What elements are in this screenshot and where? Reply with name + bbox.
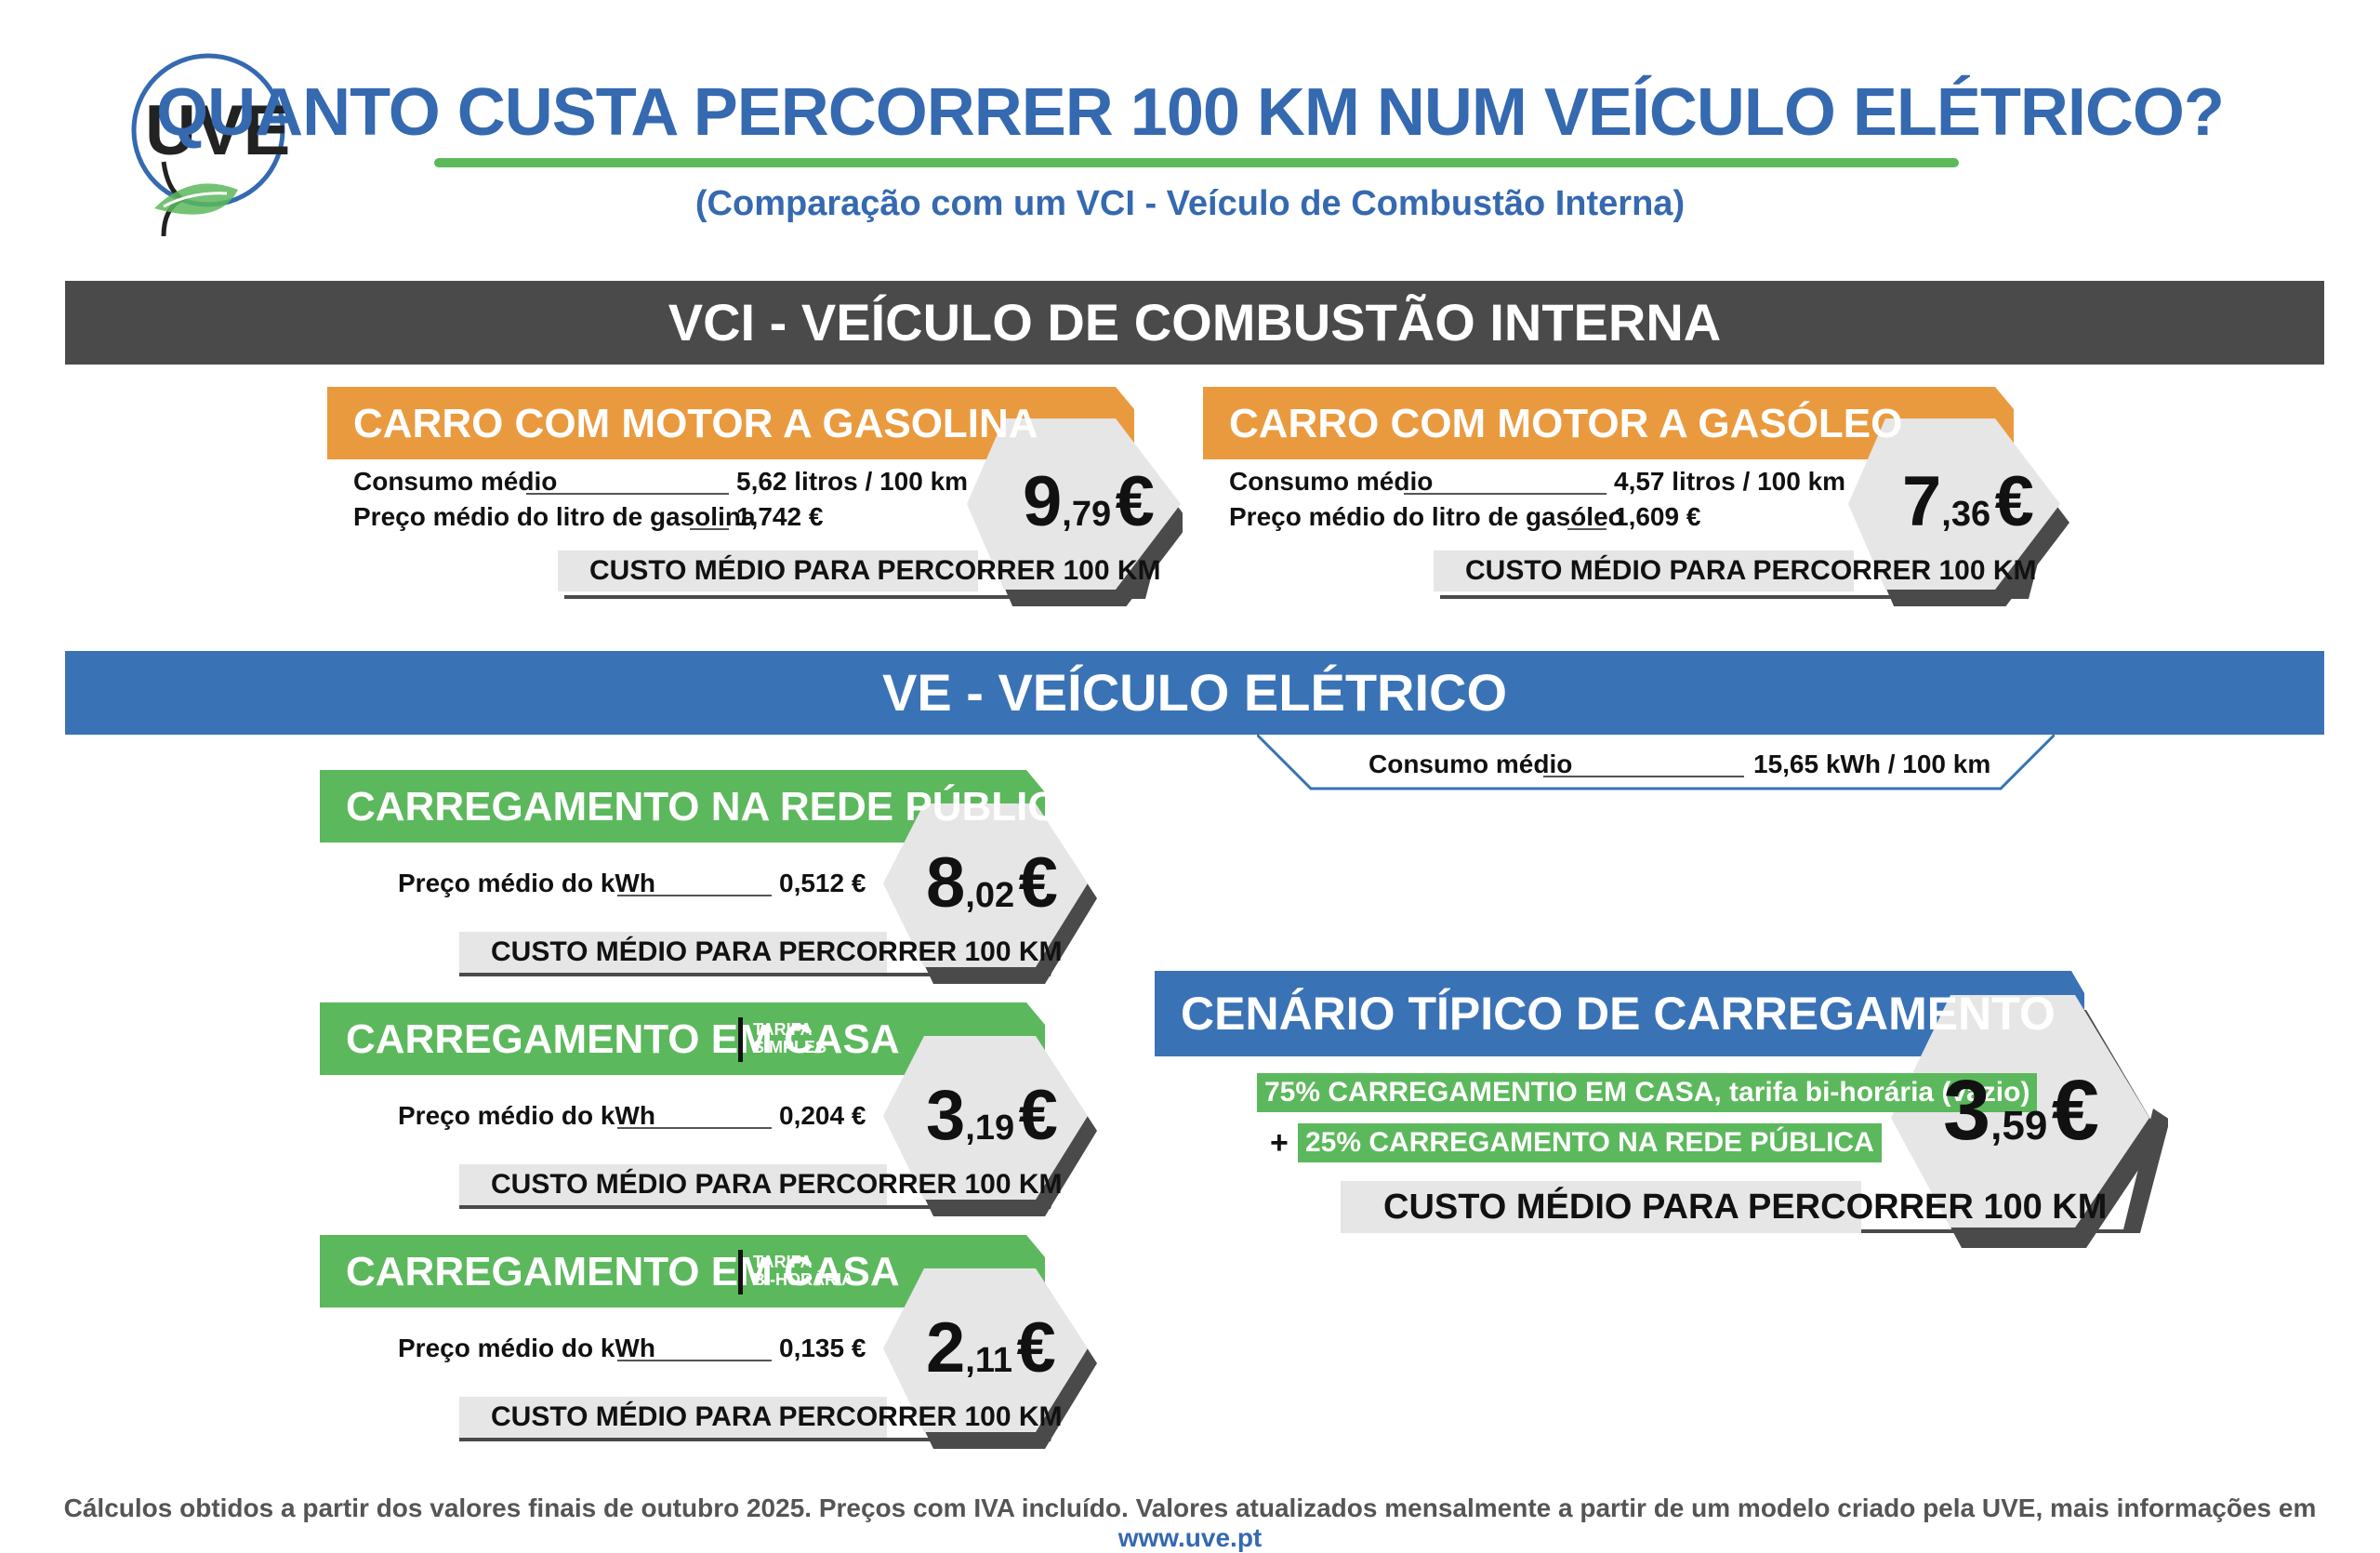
uve-logo: UVE	[131, 53, 290, 237]
vci-section-header: VCI - VEÍCULO DE COMBUSTÃO INTERNA	[65, 281, 2324, 365]
cost-dec: ,59	[1990, 1103, 2048, 1148]
publica-preco-value: 0,512 €	[779, 869, 866, 897]
footer-link[interactable]: www.uve.pt	[1117, 1523, 1263, 1552]
casa-simples-tarifa: TARIFA SIMPLES	[753, 1021, 826, 1056]
leader-line	[1404, 493, 1606, 495]
euro-sign: €	[1018, 843, 1058, 923]
gasoleo-consumo-label: Consumo médio	[1229, 467, 1434, 496]
cost-int: 3	[1943, 1063, 1991, 1158]
gasolina-cost-label: CUSTO MÉDIO PARA PERCORRER 100 KM	[558, 551, 1161, 591]
logo-text: UVE	[145, 91, 290, 170]
cost-int: 7	[1902, 462, 1942, 541]
euro-sign: €	[2051, 1063, 2099, 1158]
casa-simples-title: CARREGAMENTO EM CASA	[346, 1016, 900, 1062]
gasoleo-preco-value: 1,609 €	[1614, 502, 1701, 531]
gasoleo-title: CARRO COM MOTOR A GASÓLEO	[1229, 401, 1903, 446]
title-underline	[434, 158, 1959, 167]
cost-dec: ,79	[1062, 495, 1112, 534]
casa-bihoraria-cost-value: 2,11 €	[926, 1307, 1056, 1388]
gasolina-preco-value: 1,742 €	[736, 502, 824, 531]
publica-cost-value: 8,02 €	[926, 843, 1058, 923]
tarifa-separator	[738, 1017, 743, 1062]
publica-cost-label: CUSTO MÉDIO PARA PERCORRER 100 KM	[459, 932, 1063, 973]
casa-bihoraria-preco-value: 0,135 €	[779, 1334, 866, 1362]
gasolina-preco-label: Preço médio do litro de gasolina	[353, 502, 756, 531]
tarifa-separator	[738, 1250, 743, 1294]
gasolina-consumo-value: 5,62 litros / 100 km	[736, 467, 969, 496]
publica-card-shapes	[320, 770, 1097, 984]
tarifa-line2: BI-HORÁRIA	[753, 1270, 853, 1289]
gasoleo-card-shapes	[1203, 387, 2069, 606]
gasolina-cost-value: 9,79 €	[1023, 461, 1155, 542]
euro-sign: €	[1016, 1308, 1056, 1387]
gasoleo-preco-label: Preço médio do litro de gasóleo	[1229, 502, 1624, 531]
tarifa-line1: TARIFA	[753, 1253, 813, 1271]
euro-sign: €	[1115, 462, 1155, 541]
cenario-line1: 75% CARREGAMENTIO EM CASA, tarifa bi-hor…	[1257, 1073, 2038, 1112]
gasoleo-cost-value: 7,36 €	[1902, 461, 2034, 542]
cost-int: 9	[1023, 462, 1063, 541]
cenario-title: CENÁRIO TÍPICO DE CARREGAMENTO	[1181, 988, 2056, 1040]
cenario-line2: 25% CARREGAMENTO NA REDE PÚBLICA	[1298, 1123, 1882, 1162]
publica-title: CARREGAMENTO NA REDE PÚBLICA	[346, 784, 1087, 830]
leader-line	[690, 528, 729, 530]
footer-text: Cálculos obtidos a partir dos valores fi…	[63, 1493, 2317, 1522]
ve-consumo-label: Consumo médio	[1368, 750, 1573, 778]
gasolina-title: CARRO COM MOTOR A GASOLINA	[353, 401, 1038, 446]
ve-consumo-box	[1257, 735, 2055, 790]
ve-section-header: VE - VEÍCULO ELÉTRICO	[65, 651, 2324, 735]
casa-bihoraria-card-shapes	[320, 1235, 1097, 1449]
cost-int: 2	[926, 1308, 966, 1387]
footer-note: Cálculos obtidos a partir dos valores fi…	[0, 1493, 2380, 1553]
casa-bihoraria-tarifa: TARIFA BI-HORÁRIA	[753, 1254, 853, 1289]
cost-dec: ,02	[965, 876, 1015, 915]
cost-int: 8	[926, 843, 966, 923]
gasolina-consumo-label: Consumo médio	[353, 467, 558, 496]
gasoleo-cost-label: CUSTO MÉDIO PARA PERCORRER 100 KM	[1434, 551, 2037, 591]
cost-dec: ,19	[965, 1108, 1015, 1148]
casa-simples-card-shapes	[320, 1002, 1097, 1216]
page-title: QUANTO CUSTA PERCORRER 100 KM NUM VEÍCUL…	[156, 75, 2225, 150]
euro-sign: €	[1018, 1076, 1058, 1155]
cenario-plus: +	[1270, 1125, 1289, 1161]
tarifa-line1: TARIFA	[753, 1020, 813, 1039]
casa-bihoraria-preco-label: Preço médio do kWh	[398, 1334, 655, 1362]
tarifa-line2: SIMPLES	[753, 1038, 827, 1056]
leader-line	[617, 1360, 772, 1361]
leader-line	[1543, 776, 1744, 777]
casa-simples-cost-label: CUSTO MÉDIO PARA PERCORRER 100 KM	[459, 1164, 1063, 1205]
cost-int: 3	[926, 1076, 966, 1155]
casa-simples-preco-label: Preço médio do kWh	[398, 1101, 655, 1130]
leader-line	[1567, 528, 1606, 530]
euro-sign: €	[1994, 462, 2034, 541]
cost-dec: ,11	[965, 1341, 1013, 1380]
page-subtitle: (Comparação com um VCI - Veículo de Comb…	[694, 184, 1686, 223]
leader-line	[526, 493, 729, 495]
publica-preco-label: Preço médio do kWh	[398, 869, 655, 897]
casa-bihoraria-title: CARREGAMENTO EM CASA	[346, 1249, 900, 1294]
ve-consumo-value: 15,65 kWh / 100 km	[1753, 750, 1991, 778]
cenario-cost-label: CUSTO MÉDIO PARA PERCORRER 100 KM	[1341, 1181, 2107, 1233]
cenario-cost-value: 3,59 €	[1943, 1062, 2099, 1160]
gasoleo-consumo-value: 4,57 litros / 100 km	[1614, 467, 1846, 496]
casa-simples-cost-value: 3,19 €	[926, 1075, 1058, 1156]
casa-simples-preco-value: 0,204 €	[779, 1101, 866, 1130]
leader-line	[617, 895, 772, 896]
leader-line	[617, 1127, 772, 1129]
cost-dec: ,36	[1941, 495, 1991, 534]
gasolina-card-shapes	[327, 387, 1183, 606]
casa-bihoraria-cost-label: CUSTO MÉDIO PARA PERCORRER 100 KM	[459, 1397, 1063, 1438]
